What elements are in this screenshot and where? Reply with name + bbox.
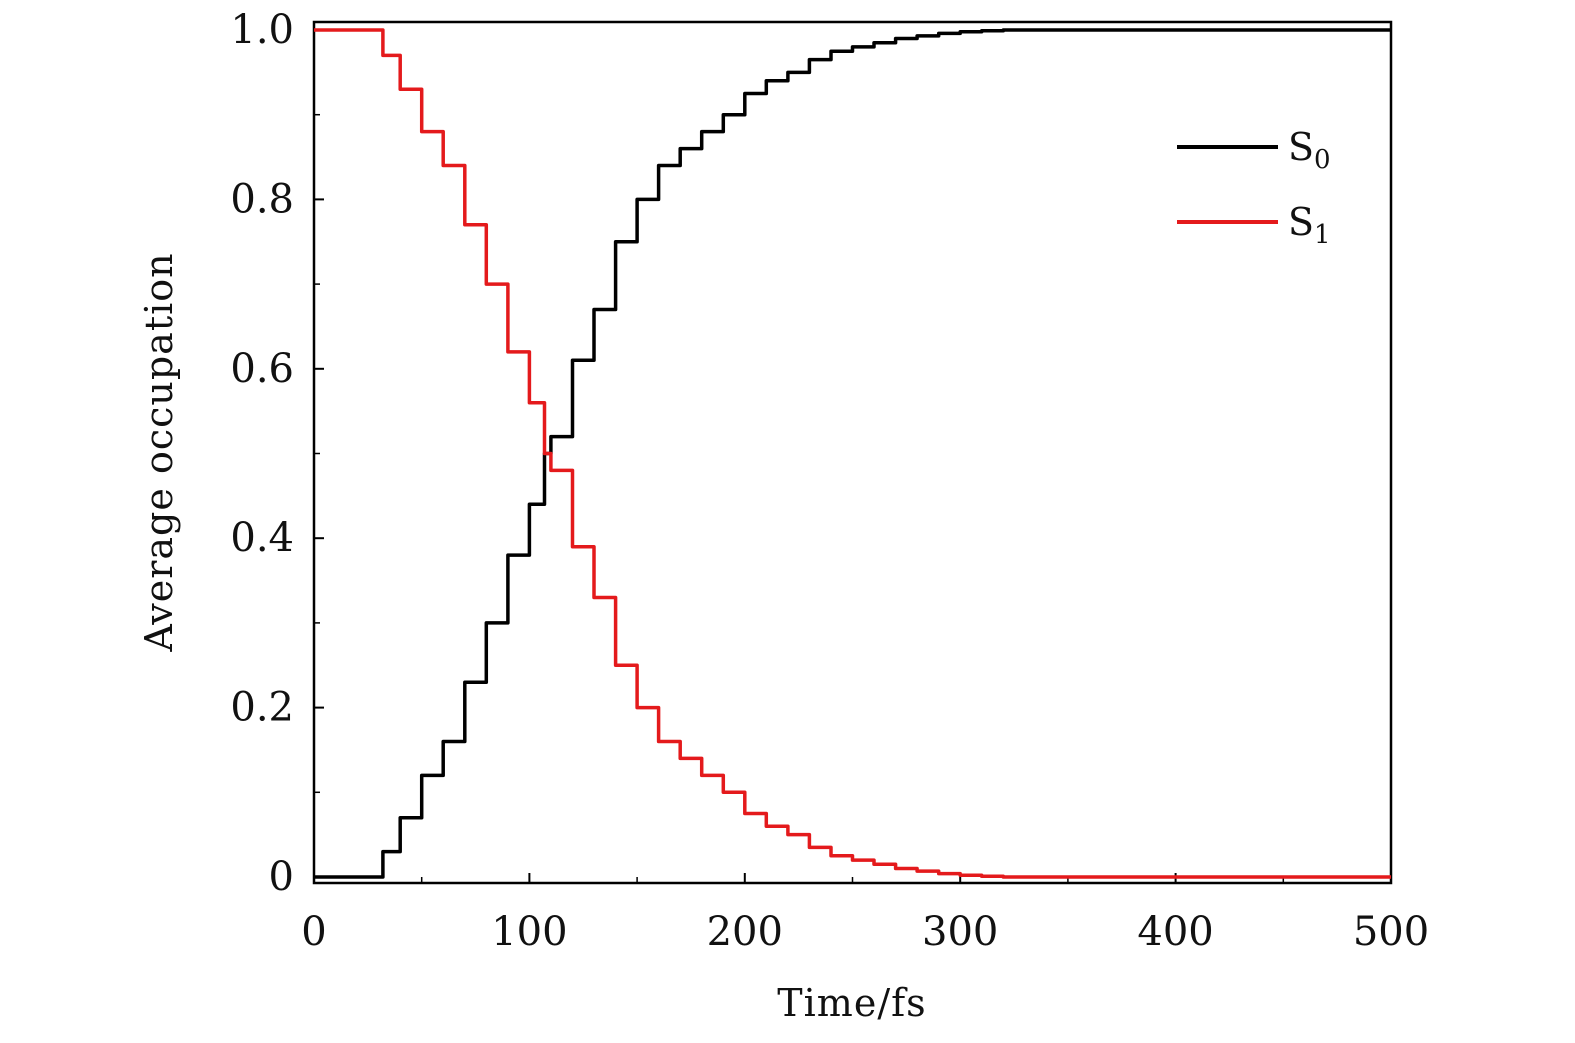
y-tick-label: 0: [269, 854, 294, 900]
x-tick-label: 400: [1137, 909, 1213, 955]
x-tick-label: 0: [301, 909, 326, 955]
x-axis-ticks: 0 100 200 300 400 500: [301, 873, 1429, 955]
series-layer: [314, 28, 1391, 879]
y-tick-label: 0.4: [230, 515, 294, 561]
legend-label-s0: S0: [1288, 125, 1331, 175]
legend: S0 S1: [1177, 125, 1331, 250]
y-axis-ticks: 0 0.2 0.4 0.6 0.8 1.0: [230, 7, 324, 900]
y-tick-label: 1.0: [230, 7, 294, 53]
y-tick-label: 0.2: [230, 685, 294, 731]
y-tick-label: 0.8: [230, 176, 294, 222]
x-tick-label: 500: [1353, 909, 1429, 955]
x-axis-title: Time/fs: [777, 981, 926, 1025]
plot-frame: [312, 20, 1393, 885]
series-line-s0: [314, 28, 1391, 879]
y-axis-title: Average occupation: [137, 252, 181, 652]
legend-label-s1: S1: [1288, 200, 1331, 250]
x-tick-label: 300: [922, 909, 998, 955]
x-tick-label: 200: [707, 909, 783, 955]
series-line-s1: [314, 28, 1391, 879]
y-tick-label: 0.6: [230, 346, 294, 392]
x-tick-label: 100: [491, 909, 567, 955]
